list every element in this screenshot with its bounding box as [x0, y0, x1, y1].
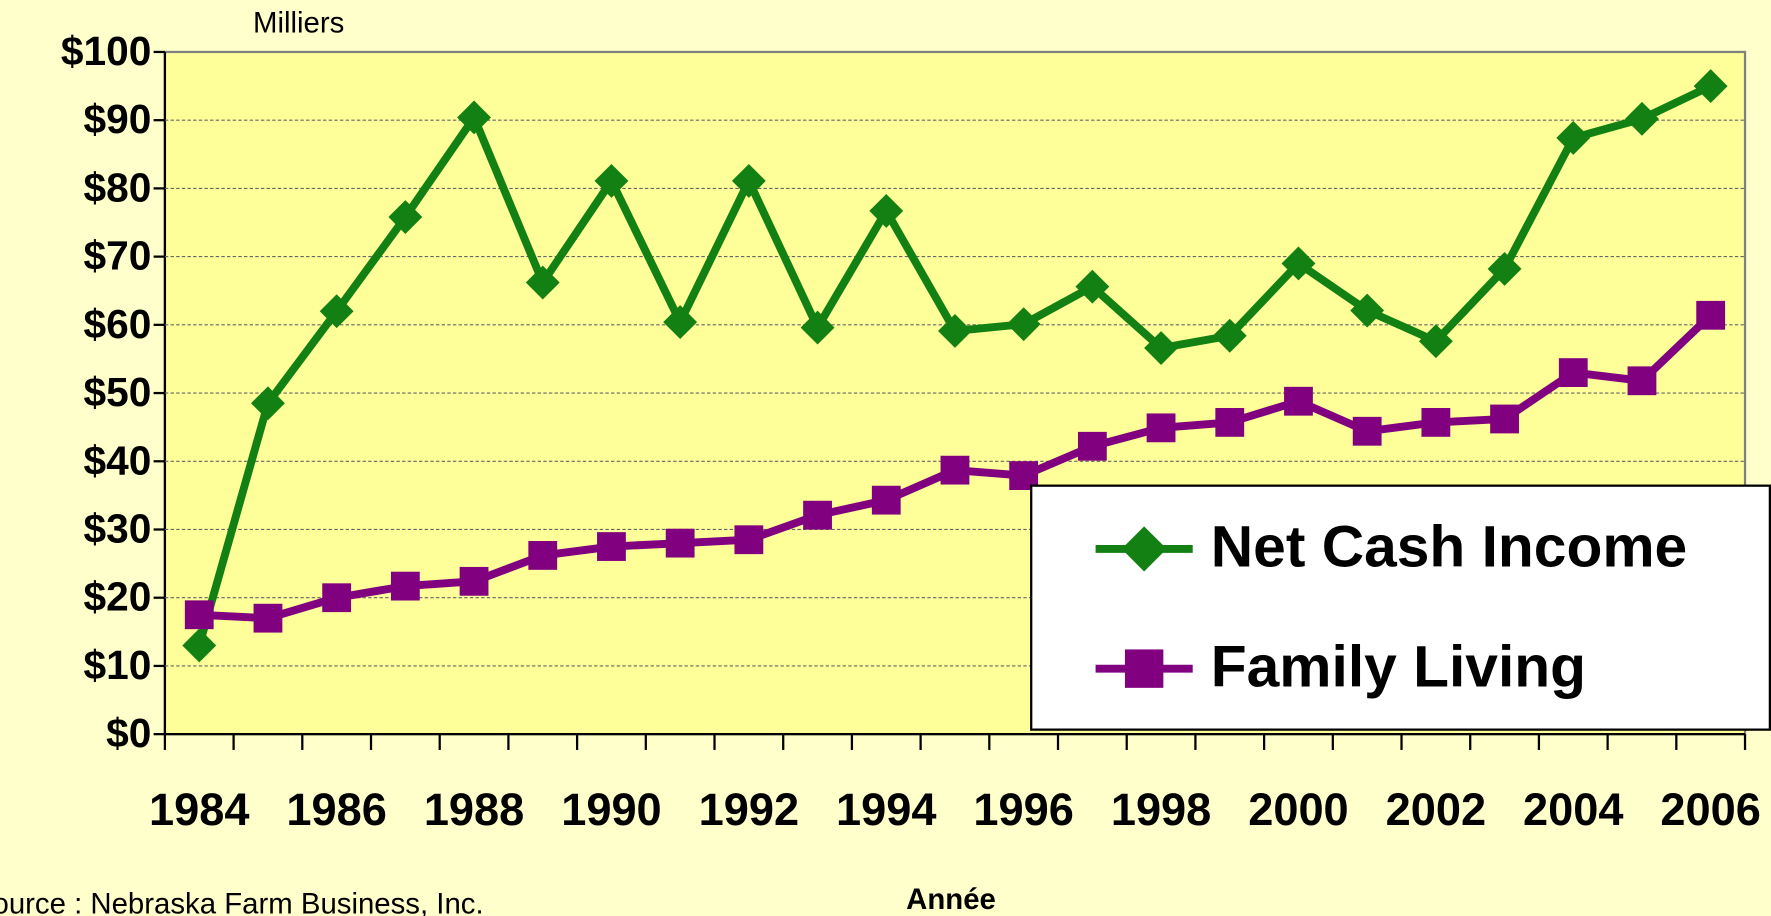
marker — [871, 485, 901, 515]
marker — [869, 193, 904, 228]
x-axis-label: Année — [906, 883, 996, 916]
marker — [388, 200, 423, 234]
marker — [1421, 407, 1451, 437]
marker — [1146, 413, 1176, 443]
marker — [528, 541, 558, 570]
y-tick-label: $40 — [84, 437, 152, 483]
y-tick-label: $80 — [84, 164, 152, 210]
marker — [251, 386, 285, 421]
marker — [390, 571, 420, 601]
marker — [1144, 331, 1179, 365]
marker — [803, 500, 832, 530]
marker — [1212, 318, 1247, 353]
marker — [1558, 358, 1588, 387]
legend-label: Family Living — [1211, 634, 1586, 699]
x-tick-label: 2000 — [1248, 784, 1348, 835]
marker — [319, 294, 354, 329]
y-tick-label: $60 — [84, 301, 152, 347]
marker — [731, 163, 766, 198]
x-tick-label: 2002 — [1386, 784, 1486, 835]
marker — [253, 603, 283, 633]
y-tick-label: $90 — [84, 96, 152, 142]
marker — [184, 600, 214, 630]
marker — [457, 100, 491, 135]
y-tick-label: $100 — [61, 28, 151, 74]
marker — [1284, 386, 1313, 416]
marker — [1215, 407, 1245, 437]
marker — [322, 583, 352, 613]
legend-box — [1030, 484, 1771, 731]
x-tick-label: 1984 — [149, 784, 249, 835]
source-note: Source : Nebraska Farm Business, Inc. — [0, 888, 484, 916]
marker — [1696, 300, 1726, 330]
y-tick-label: $20 — [84, 574, 152, 620]
y-tick-label: $70 — [84, 233, 152, 279]
marker — [1627, 366, 1657, 396]
x-tick-label: 1998 — [1111, 784, 1211, 835]
marker — [665, 528, 695, 558]
marker — [1350, 293, 1385, 328]
marker — [1352, 416, 1382, 446]
marker — [1490, 404, 1519, 434]
y-tick-label: $30 — [84, 505, 152, 551]
marker — [734, 525, 764, 555]
marker — [525, 265, 560, 300]
y-tick-label: $50 — [84, 369, 152, 415]
marker — [1124, 649, 1164, 688]
x-tick-label: 2004 — [1523, 784, 1623, 835]
y-tick-label: $0 — [106, 710, 151, 756]
x-tick-label: 1996 — [973, 784, 1073, 835]
legend-label: Net Cash Income — [1211, 515, 1687, 580]
marker — [1487, 251, 1522, 286]
marker — [1077, 431, 1107, 461]
x-tick-label: 1988 — [424, 784, 524, 835]
y-unit-label: Milliers — [253, 7, 344, 40]
legend: Net Cash Income Family Living — [1030, 484, 1771, 731]
marker — [938, 314, 972, 348]
marker — [663, 305, 698, 340]
marker — [459, 566, 489, 596]
marker — [800, 310, 835, 345]
x-tick-label: 2006 — [1660, 784, 1760, 835]
y-tick-label: $10 — [84, 642, 152, 688]
marker — [940, 455, 970, 485]
x-tick-label: 1994 — [836, 784, 936, 835]
x-tick-label: 1992 — [699, 784, 799, 835]
x-tick-label: 1986 — [286, 784, 386, 835]
marker — [597, 532, 626, 561]
x-tick-label: 1990 — [561, 784, 661, 835]
marker — [1121, 526, 1167, 572]
